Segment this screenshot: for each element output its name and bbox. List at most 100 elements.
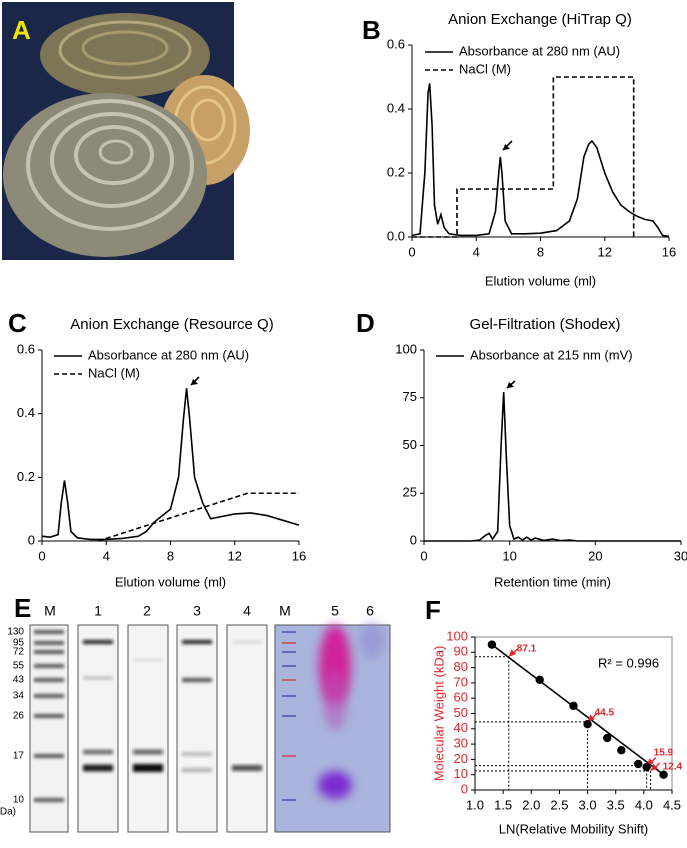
gel-band [182, 752, 212, 756]
panel-letter: A [12, 15, 31, 45]
smear [360, 622, 384, 658]
ladder-band [282, 631, 296, 633]
chart-title: Gel-Filtration (Shodex) [470, 316, 621, 333]
r-squared: R² = 0.996 [598, 655, 659, 670]
fit-line [491, 644, 665, 776]
lane-label: 5 [331, 603, 339, 619]
estimate-label: 12.4 [663, 762, 683, 773]
estimate-arrow [587, 713, 598, 723]
x-tick-label: 2.5 [550, 797, 568, 812]
gel-band [232, 765, 262, 771]
ladder-band [34, 650, 64, 654]
photo: A [2, 2, 250, 260]
x-tick-label: 4 [103, 548, 110, 563]
series-line [411, 83, 670, 238]
lane-label: 6 [366, 603, 374, 619]
chart-title: Anion Exchange (Resource Q) [70, 316, 273, 333]
y-tick-label: 75 [403, 389, 417, 404]
x-tick-label: 8 [537, 244, 544, 259]
data-point [535, 675, 544, 685]
lane-label: M [44, 603, 56, 619]
data-point [603, 733, 612, 743]
x-tick-label: 4.5 [663, 797, 681, 812]
y-tick-label: 70 [454, 674, 468, 689]
gel-band [182, 678, 212, 682]
ladder-band [282, 642, 296, 644]
gel-band [133, 749, 163, 755]
y-tick-label: 90 [454, 644, 468, 659]
y-tick-label: 0.0 [387, 228, 405, 243]
gel-band [83, 676, 113, 680]
series-line [424, 391, 681, 542]
lane-label: 1 [94, 603, 102, 619]
estimate-arrow [650, 762, 661, 772]
ladder-band [282, 799, 296, 801]
y-tick-label: 80 [454, 659, 468, 674]
panel-letter: E [14, 593, 31, 623]
marker-size-label: 55 [13, 661, 25, 672]
x-axis-label: Retention time (min) [494, 574, 611, 589]
gel-lane [176, 624, 218, 833]
estimate-arrow [646, 757, 657, 766]
y-tick-label: 0.2 [17, 469, 35, 484]
x-tick-label: 12 [598, 244, 612, 259]
legend-label: Absorbance at 280 nm (AU) [88, 347, 249, 362]
y-tick-label: 20 [454, 751, 468, 766]
ladder-band [282, 755, 296, 757]
marker-size-label: 34 [13, 691, 25, 702]
gel-band [232, 640, 262, 644]
gel-band [133, 659, 163, 661]
data-point [569, 701, 578, 711]
ladder-band [282, 715, 296, 717]
x-tick-label: 4 [473, 244, 480, 259]
x-tick-label: 3.0 [579, 797, 597, 812]
marker-size-label: 130 [7, 627, 24, 638]
x-tick-label: 3.5 [607, 797, 625, 812]
marker-size-label: 26 [13, 711, 25, 722]
band [318, 771, 352, 799]
x-tick-label: 30 [674, 548, 687, 563]
x-tick-label: 0 [38, 548, 45, 563]
estimate-arrow [508, 648, 519, 657]
ladder-band [34, 694, 64, 698]
x-tick-label: 2.0 [522, 797, 540, 812]
y-axis-label: Molecular Weight (kDa) [431, 646, 446, 782]
gel-band [133, 764, 163, 772]
estimate-label: 44.5 [595, 708, 615, 719]
marker-size-label: 10 [13, 795, 25, 806]
gel-band [83, 640, 113, 644]
y-tick-label: 25 [403, 485, 417, 500]
chart-title: Anion Exchange (HiTrap Q) [448, 11, 632, 28]
lane-label: 2 [143, 603, 151, 619]
ladder-band [34, 630, 64, 634]
y-tick-label: 0.6 [387, 36, 405, 51]
series-line [41, 388, 300, 541]
y-tick-label: 10 [454, 766, 468, 781]
lane-label: M [279, 603, 291, 619]
x-tick-label: 1.5 [494, 797, 512, 812]
gel-lane [77, 624, 119, 833]
ladder-band [34, 754, 64, 758]
data-point [617, 746, 626, 755]
legend-label: NaCl (M) [88, 365, 140, 380]
x-tick-label: 0 [408, 244, 415, 259]
x-axis-label: Elution volume (ml) [485, 273, 596, 288]
x-tick-label: 0 [420, 548, 427, 563]
data-point [487, 640, 497, 649]
y-tick-label: 100 [446, 628, 468, 643]
x-tick-label: 16 [662, 244, 676, 259]
ladder-band [282, 651, 296, 653]
x-tick-label: 4.0 [635, 797, 653, 812]
y-tick-label: 50 [454, 705, 468, 720]
legend-label: Absorbance at 280 nm (AU) [459, 43, 620, 58]
x-axis-label: Elution volume (ml) [115, 574, 226, 589]
panel-letter: C [8, 308, 27, 338]
x-tick-label: 16 [292, 548, 306, 563]
gel-band [182, 768, 212, 772]
marker-size-label: (kDa) [0, 807, 16, 818]
x-axis-label: LN(Relative Mobility Shift) [499, 821, 649, 836]
y-tick-label: 0.2 [387, 164, 405, 179]
ladder-band [34, 664, 64, 668]
